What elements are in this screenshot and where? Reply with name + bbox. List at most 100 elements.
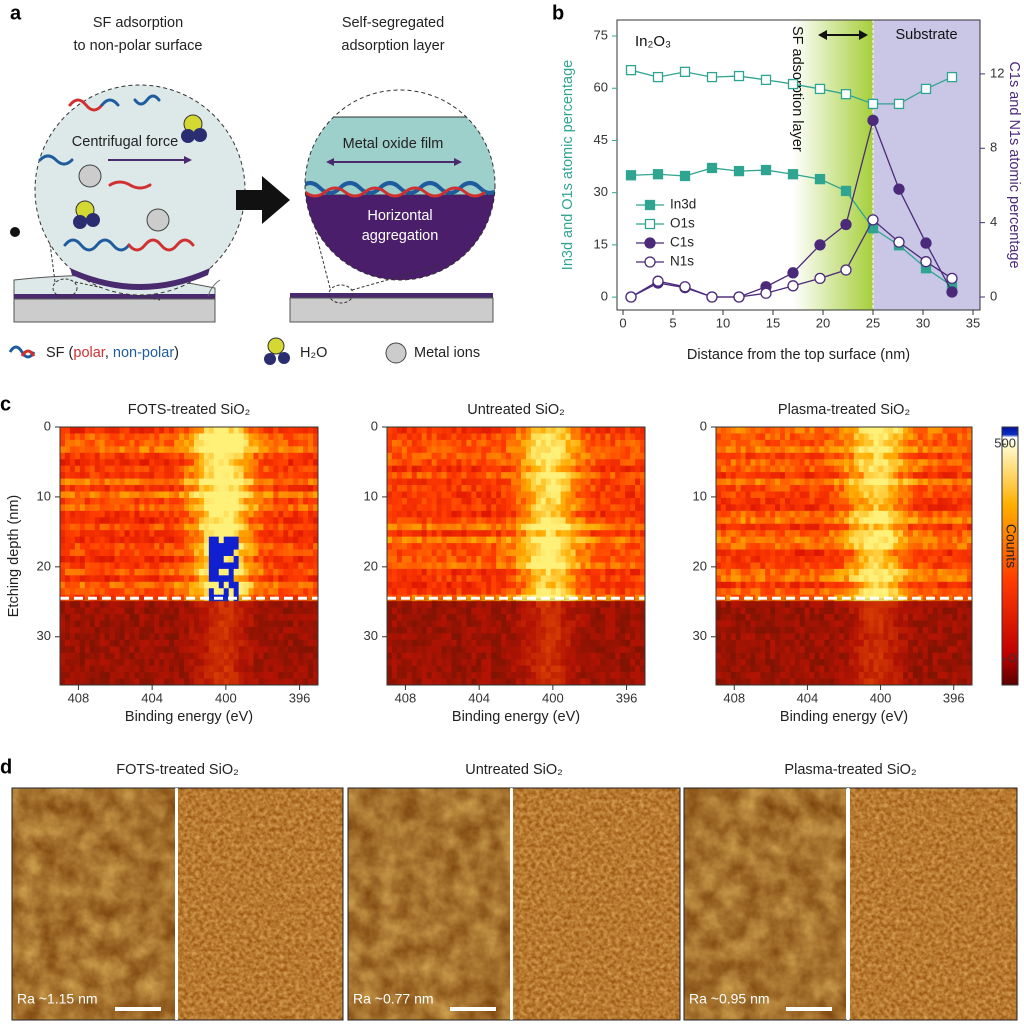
- heatmap-cell: [630, 446, 635, 453]
- heatmap-cell: [229, 504, 234, 511]
- heatmap-cell: [869, 485, 874, 492]
- heatmap-cell: [392, 556, 397, 563]
- heatmap-cell: [85, 453, 90, 460]
- heatmap-cell: [962, 440, 967, 447]
- heatmap-cell: [129, 517, 134, 524]
- heatmap-cell: [407, 440, 412, 447]
- heatmap-cell: [736, 472, 741, 479]
- heatmap-cell: [486, 433, 491, 440]
- heatmap-cell: [551, 453, 556, 460]
- heatmap-cell: [125, 433, 130, 440]
- heatmap-cell: [110, 504, 115, 511]
- heatmap-cell: [585, 582, 590, 589]
- heatmap-cell: [293, 492, 298, 499]
- heatmap-cell: [110, 498, 115, 505]
- heatmap-cell: [447, 537, 452, 544]
- heatmap-cell: [303, 459, 308, 466]
- heatmap-cell: [581, 575, 586, 582]
- heatmap-cell: [427, 556, 432, 563]
- heatmap-cell: [273, 511, 278, 518]
- heatmap-cell: [164, 427, 169, 434]
- heatmap-cell: [844, 479, 849, 486]
- heatmap-cell: [412, 446, 417, 453]
- heatmap-cell: [814, 453, 819, 460]
- heatmap-cell: [258, 543, 263, 550]
- heatmap-cell: [496, 575, 501, 582]
- heatmap-cell: [258, 582, 263, 589]
- heatmap-cell: [139, 517, 144, 524]
- heatmap-cell: [263, 556, 268, 563]
- heatmap-cell: [481, 427, 486, 434]
- heatmap-cell: [600, 582, 605, 589]
- heatmap-cell: [452, 537, 457, 544]
- heatmap-cell: [139, 575, 144, 582]
- heatmap-cell: [189, 459, 194, 466]
- heatmap-cell: [184, 524, 189, 531]
- heatmap-cell: [585, 562, 590, 569]
- heatmap-cell: [595, 575, 600, 582]
- heatmap-cell: [149, 433, 154, 440]
- heatmap-cell: [387, 466, 392, 473]
- heatmap-cell: [928, 472, 933, 479]
- heatmap-cell: [144, 440, 149, 447]
- heatmap-cell: [447, 433, 452, 440]
- heatmap-cell: [913, 433, 918, 440]
- heatmap-cell: [461, 498, 466, 505]
- heatmap-cell: [452, 550, 457, 557]
- heatmap-cell: [585, 433, 590, 440]
- heatmap-cell: [268, 511, 273, 518]
- heatmap-cell: [521, 472, 526, 479]
- heatmap-cell: [90, 582, 95, 589]
- heatmap-cell: [422, 582, 427, 589]
- heatmap-cell: [471, 511, 476, 518]
- heatmap-cell: [100, 524, 105, 531]
- heatmap-cell: [204, 453, 209, 460]
- heatmap-cell: [85, 562, 90, 569]
- heatmap-cell: [481, 550, 486, 557]
- heatmap-cell: [149, 537, 154, 544]
- heatmap-cell: [918, 466, 923, 473]
- heatmap-cell: [397, 543, 402, 550]
- heatmap-cell: [760, 433, 765, 440]
- heatmap-cell: [942, 440, 947, 447]
- heatmap-cell: [179, 498, 184, 505]
- heatmap-cell: [731, 433, 736, 440]
- heatmap-cell: [928, 466, 933, 473]
- heatmap-cell: [229, 517, 234, 524]
- heatmap-cell: [770, 472, 775, 479]
- heatmap-cell: [397, 504, 402, 511]
- heatmap-cell: [918, 440, 923, 447]
- heatmap-cell: [511, 517, 516, 524]
- heatmap-cell: [556, 504, 561, 511]
- heatmap-cell: [795, 492, 800, 499]
- heatmap-cell: [581, 492, 586, 499]
- heatmap-cell: [526, 466, 531, 473]
- heatmap-cell: [526, 569, 531, 576]
- heatmap-cell: [561, 433, 566, 440]
- heatmap-cell: [194, 427, 199, 434]
- heatmap-cell: [541, 517, 546, 524]
- legend-icon: [264, 338, 290, 365]
- heatmap-cell: [755, 466, 760, 473]
- heatmap-cell: [785, 459, 790, 466]
- heatmap-cell: [625, 446, 630, 453]
- heatmap-cell: [179, 543, 184, 550]
- heatmap-cell: [878, 459, 883, 466]
- heatmap-cell: [249, 569, 254, 576]
- heatmap-cell: [298, 440, 303, 447]
- heatmap-cell: [164, 569, 169, 576]
- heatmap-cell: [442, 479, 447, 486]
- heatmap-cell: [452, 440, 457, 447]
- heatmap-cell: [65, 530, 70, 537]
- heatmap-cell: [293, 466, 298, 473]
- heatmap-cell: [60, 453, 65, 460]
- heatmap-cell: [214, 511, 219, 518]
- heatmap-cell: [471, 537, 476, 544]
- heatmap-cell: [947, 453, 952, 460]
- heatmap-cell: [805, 440, 810, 447]
- heatmap-cell: [913, 485, 918, 492]
- heatmap-cell: [199, 504, 204, 511]
- heatmap-cell: [412, 453, 417, 460]
- heatmap-cell: [511, 569, 516, 576]
- heatmap-cell: [214, 433, 219, 440]
